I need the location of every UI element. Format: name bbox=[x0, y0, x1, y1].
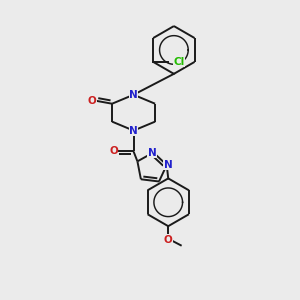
Text: N: N bbox=[148, 148, 156, 158]
Text: N: N bbox=[129, 126, 138, 136]
Text: O: O bbox=[88, 96, 96, 106]
Text: N: N bbox=[129, 90, 138, 100]
Text: Cl: Cl bbox=[173, 57, 184, 67]
Text: N: N bbox=[164, 160, 172, 170]
Text: O: O bbox=[164, 235, 172, 244]
Text: O: O bbox=[109, 146, 118, 157]
